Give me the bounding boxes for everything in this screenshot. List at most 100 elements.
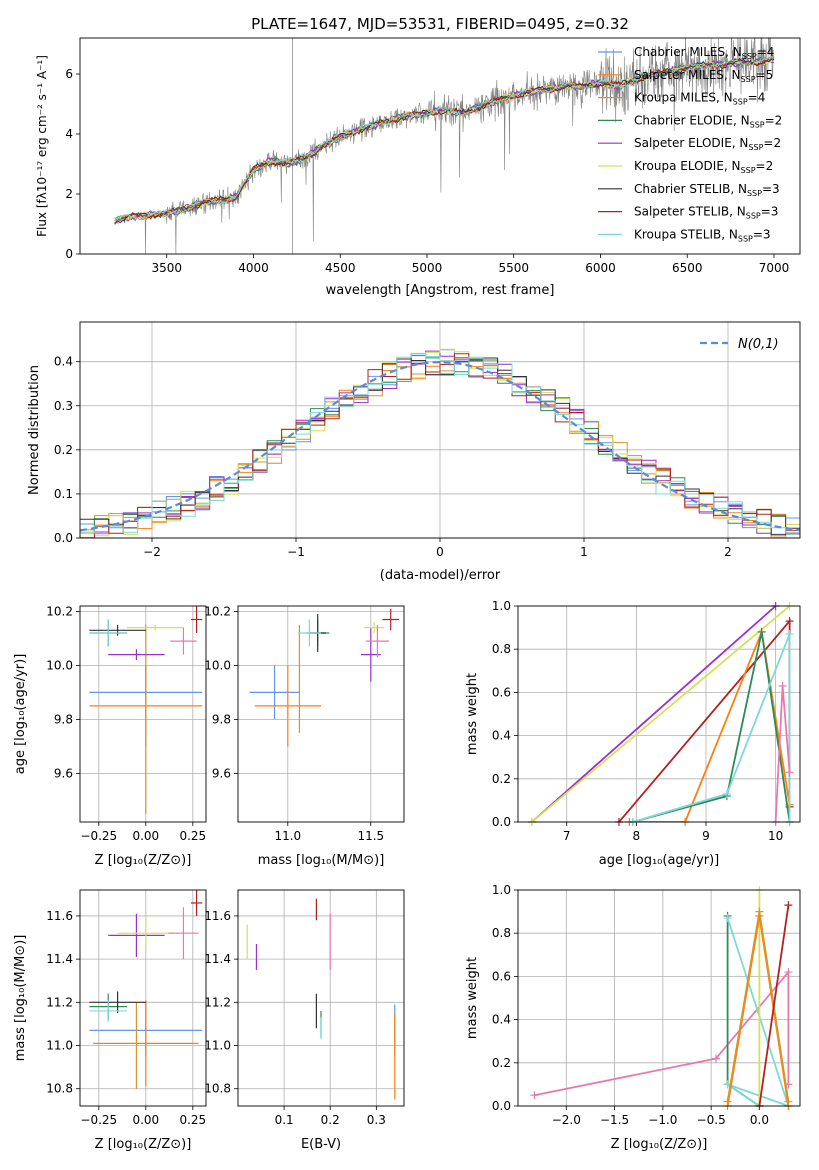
weight-marker [785, 768, 794, 777]
age-vs-Z-ylabel: age [log₁₀(age/yr)] [13, 654, 28, 775]
y-tick-label: 11.2 [204, 995, 231, 1009]
x-tick-label: 5500 [498, 261, 529, 275]
histogram-step-8 [80, 352, 800, 534]
residual-histogram-frame [79, 321, 801, 539]
hist-legend-label: N(0,1) [738, 337, 779, 352]
y-tick-label: 9.8 [212, 712, 231, 726]
weight-marker [785, 630, 794, 639]
data-point-4 [108, 649, 165, 660]
data-point-6 [89, 991, 146, 1014]
x-tick-label: −0.5 [697, 1113, 726, 1127]
weight-marker [755, 907, 764, 916]
y-tick-label: 0.0 [492, 1099, 511, 1113]
age-vs-mass-frame [237, 605, 405, 823]
data-point-9 [170, 627, 197, 655]
data-point-9 [365, 624, 390, 658]
data-point-8 [89, 619, 128, 647]
y-tick-label: 0.0 [492, 815, 511, 829]
x-tick-label: 2 [724, 545, 732, 559]
x-tick-label: −0.25 [80, 829, 117, 843]
mass-vs-Z-axes: −0.25 0.00 0.25 10.8 11.0 11.2 11.4 11.6 [46, 890, 206, 1127]
plot-layer: 3500 4000 4500 5000 5500 6000 6500 7000 0 2 4 6 Chab… [13, 37, 801, 1152]
mass-vs-Z-frame [79, 889, 207, 1107]
y-tick-label: 11.4 [204, 952, 231, 966]
figure-title: PLATE=1647, MJD=53531, FIBERID=0495, z=0… [251, 15, 629, 33]
y-tick-label: 0.6 [492, 685, 511, 699]
x-tick-label: 0.00 [132, 829, 159, 843]
x-tick-label: −0.25 [80, 1113, 117, 1127]
y-tick-label: 10.8 [46, 1082, 73, 1096]
y-tick-label: 0.8 [492, 926, 511, 940]
histogram-step-5 [80, 348, 800, 538]
age-vs-Z-axes: −0.25 0.00 0.25 9.6 9.8 10.0 10.2 [46, 604, 206, 843]
y-tick-label: 11.0 [204, 1039, 231, 1053]
mass-vs-Z-ylabel: mass [log₁₀(M/M⊙)] [13, 935, 28, 1062]
data-point-4 [108, 913, 165, 957]
mass-weight-vs-Z-ylabel: mass weight [465, 957, 480, 1039]
spectrum-frame [79, 37, 801, 255]
mass-vs-EBV-xlabel: E(B-V) [301, 1137, 341, 1152]
mass-vs-EBV-frame [237, 889, 405, 1107]
legend-entry: Chabrier STELIB, NSSP=3 [634, 182, 780, 198]
mass-weight-vs-Z-frame [517, 889, 801, 1107]
weight-series-4 [632, 631, 791, 822]
y-tick-label: 6 [65, 67, 73, 81]
hist-xlabel: (data-model)/error [380, 568, 501, 583]
data-point-7 [382, 608, 400, 631]
data-point-1 [93, 1000, 199, 1087]
legend-entry: Chabrier MILES, NSSP=4 [634, 45, 774, 61]
y-tick-label: 10.2 [46, 604, 73, 618]
spectrum-axes: 3500 4000 4500 5000 5500 6000 6500 7000 0 2 4 6 [65, 67, 789, 275]
mass-weight-vs-age-ylabel: mass weight [465, 673, 480, 755]
data-point-1 [254, 665, 321, 747]
weight-series-3 [629, 628, 791, 822]
legend-entry: Kroupa STELIB, NSSP=3 [634, 227, 771, 243]
weight-marker [723, 914, 732, 923]
x-tick-label: 0 [436, 545, 444, 559]
x-tick-label: −2 [143, 545, 161, 559]
data-point-5 [127, 624, 184, 631]
y-tick-label: 10.8 [204, 1082, 231, 1096]
x-tick-label: 0.3 [367, 1113, 386, 1127]
legend-entry: Salpeter STELIB, NSSP=3 [634, 205, 778, 221]
x-tick-label: 0.00 [132, 1113, 159, 1127]
y-tick-label: 0.0 [54, 531, 73, 545]
x-tick-label: 9 [702, 829, 710, 843]
data-point-7 [190, 890, 203, 916]
data-point-7 [190, 606, 203, 633]
weight-series-6 [758, 904, 790, 1106]
y-tick-label: 0 [65, 247, 73, 261]
y-tick-label: 0.2 [54, 443, 73, 457]
mass-vs-Z-xlabel: Z [log₁₀(Z/Z⊙)] [95, 1137, 192, 1152]
x-tick-label: 0.25 [179, 1113, 206, 1127]
y-tick-label: 0.2 [492, 772, 511, 786]
weight-marker [778, 681, 787, 690]
legend-entry: Salpeter ELODIE, NSSP=2 [634, 136, 781, 152]
x-tick-label: 0.1 [275, 1113, 294, 1127]
x-tick-label: 0.25 [179, 829, 206, 843]
y-tick-label: 0.6 [492, 969, 511, 983]
y-tick-label: 9.6 [54, 766, 73, 780]
y-tick-label: 9.8 [54, 712, 73, 726]
x-tick-label: 4000 [238, 261, 269, 275]
y-tick-label: 2 [65, 187, 73, 201]
weight-marker [711, 1054, 720, 1063]
age-vs-Z-xlabel: Z [log₁₀(Z/Z⊙)] [95, 853, 192, 868]
y-tick-label: 0.8 [492, 642, 511, 656]
y-tick-label: 9.6 [212, 766, 231, 780]
x-tick-label: −1.5 [600, 1113, 629, 1127]
y-tick-label: 0.4 [492, 1013, 511, 1027]
y-tick-label: 0.1 [54, 487, 73, 501]
histogram-step-7 [80, 353, 800, 538]
legend-entry: Kroupa ELODIE, NSSP=2 [634, 159, 773, 175]
age-vs-mass-axes: 11.0 11.5 9.6 9.8 10.0 10.2 [204, 604, 404, 843]
age-vs-Z-frame [79, 605, 207, 823]
weight-marker [723, 1097, 732, 1106]
x-tick-label: 10 [768, 829, 783, 843]
data-point-8 [89, 1000, 128, 1022]
legend-entry: Salpeter MILES, NSSP=5 [634, 68, 773, 84]
mass-weight-vs-Z-xlabel: Z [log₁₀(Z/Z⊙)] [611, 1137, 708, 1152]
x-tick-label: 8 [633, 829, 641, 843]
y-tick-label: 0.4 [54, 355, 73, 369]
